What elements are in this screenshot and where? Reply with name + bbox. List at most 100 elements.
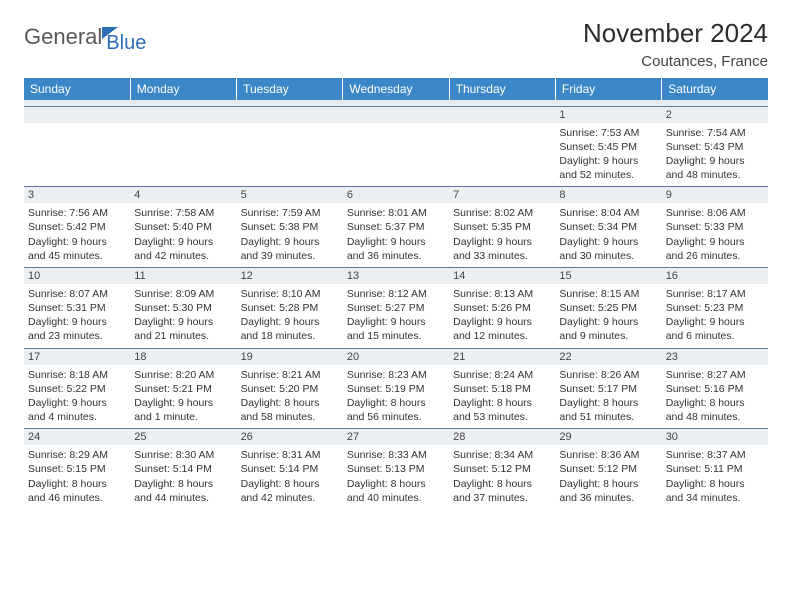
sunset-text: Sunset: 5:31 PM (28, 301, 126, 315)
logo: General Blue (24, 18, 146, 55)
sunset-text: Sunset: 5:22 PM (28, 382, 126, 396)
daylight1-text: Daylight: 9 hours (134, 235, 232, 249)
calendar-body: 1Sunrise: 7:53 AMSunset: 5:45 PMDaylight… (24, 106, 768, 509)
day-number: 8 (555, 187, 661, 203)
day-cell: 30Sunrise: 8:37 AMSunset: 5:11 PMDayligh… (662, 429, 768, 509)
sunrise-text: Sunrise: 7:56 AM (28, 206, 126, 220)
sunrise-text: Sunrise: 8:26 AM (559, 368, 657, 382)
sunrise-text: Sunrise: 8:36 AM (559, 448, 657, 462)
sunrise-text: Sunrise: 8:31 AM (241, 448, 339, 462)
day-details: Sunrise: 8:23 AMSunset: 5:19 PMDaylight:… (347, 368, 445, 425)
sunrise-text: Sunrise: 8:27 AM (666, 368, 764, 382)
sunset-text: Sunset: 5:14 PM (134, 462, 232, 476)
sunset-text: Sunset: 5:16 PM (666, 382, 764, 396)
day-cell: 29Sunrise: 8:36 AMSunset: 5:12 PMDayligh… (555, 429, 661, 509)
daylight2-text: and 30 minutes. (559, 249, 657, 263)
day-cell (24, 106, 130, 187)
daylight2-text: and 51 minutes. (559, 410, 657, 424)
title-block: November 2024 Coutances, France (583, 18, 768, 70)
daylight1-text: Daylight: 9 hours (241, 235, 339, 249)
daylight1-text: Daylight: 8 hours (453, 477, 551, 491)
col-friday: Friday (555, 78, 661, 100)
sunset-text: Sunset: 5:21 PM (134, 382, 232, 396)
day-details: Sunrise: 8:15 AMSunset: 5:25 PMDaylight:… (559, 287, 657, 344)
sunset-text: Sunset: 5:18 PM (453, 382, 551, 396)
daylight2-text: and 56 minutes. (347, 410, 445, 424)
sunset-text: Sunset: 5:38 PM (241, 220, 339, 234)
sunrise-text: Sunrise: 8:10 AM (241, 287, 339, 301)
day-number: 27 (343, 429, 449, 445)
daylight2-text: and 1 minute. (134, 410, 232, 424)
sunrise-text: Sunrise: 8:30 AM (134, 448, 232, 462)
day-cell: 4 Sunrise: 7:58 AMSunset: 5:40 PMDaylight… (130, 187, 236, 268)
daylight1-text: Daylight: 8 hours (453, 396, 551, 410)
day-number: 29 (555, 429, 661, 445)
day-cell: 22Sunrise: 8:26 AMSunset: 5:17 PMDayligh… (555, 348, 661, 429)
calendar-table: Sunday Monday Tuesday Wednesday Thursday… (24, 78, 768, 509)
daylight1-text: Daylight: 8 hours (347, 477, 445, 491)
day-cell: 15Sunrise: 8:15 AMSunset: 5:25 PMDayligh… (555, 267, 661, 348)
day-number: 5 (237, 187, 343, 203)
daylight1-text: Daylight: 9 hours (559, 235, 657, 249)
sunrise-text: Sunrise: 8:07 AM (28, 287, 126, 301)
daylight2-text: and 45 minutes. (28, 249, 126, 263)
daylight1-text: Daylight: 9 hours (134, 315, 232, 329)
day-details: Sunrise: 8:07 AMSunset: 5:31 PMDaylight:… (28, 287, 126, 344)
day-cell: 7Sunrise: 8:02 AMSunset: 5:35 PMDaylight… (449, 187, 555, 268)
day-number (130, 107, 236, 123)
sunrise-text: Sunrise: 8:24 AM (453, 368, 551, 382)
day-number (343, 107, 449, 123)
daylight2-text: and 33 minutes. (453, 249, 551, 263)
daylight1-text: Daylight: 9 hours (559, 154, 657, 168)
daylight1-text: Daylight: 8 hours (241, 396, 339, 410)
sunset-text: Sunset: 5:35 PM (453, 220, 551, 234)
day-cell: 27Sunrise: 8:33 AMSunset: 5:13 PMDayligh… (343, 429, 449, 509)
day-number (24, 107, 130, 123)
sunset-text: Sunset: 5:17 PM (559, 382, 657, 396)
sunset-text: Sunset: 5:20 PM (241, 382, 339, 396)
sunrise-text: Sunrise: 8:21 AM (241, 368, 339, 382)
daylight2-text: and 46 minutes. (28, 491, 126, 505)
daylight1-text: Daylight: 9 hours (666, 235, 764, 249)
day-cell: 24Sunrise: 8:29 AMSunset: 5:15 PMDayligh… (24, 429, 130, 509)
day-number: 11 (130, 268, 236, 284)
day-number: 4 (130, 187, 236, 203)
day-cell (237, 106, 343, 187)
daylight1-text: Daylight: 8 hours (666, 477, 764, 491)
sunrise-text: Sunrise: 7:58 AM (134, 206, 232, 220)
sunrise-text: Sunrise: 8:04 AM (559, 206, 657, 220)
location-label: Coutances, France (583, 53, 768, 70)
day-cell: 19 Sunrise: 8:21 AMSunset: 5:20 PMDayligh… (237, 348, 343, 429)
sunset-text: Sunset: 5:15 PM (28, 462, 126, 476)
sunrise-text: Sunrise: 8:12 AM (347, 287, 445, 301)
day-cell (130, 106, 236, 187)
day-number: 17 (24, 349, 130, 365)
sunrise-text: Sunrise: 8:02 AM (453, 206, 551, 220)
day-cell: 2Sunrise: 7:54 AMSunset: 5:43 PMDaylight… (662, 106, 768, 187)
col-monday: Monday (130, 78, 236, 100)
sunrise-text: Sunrise: 8:37 AM (666, 448, 764, 462)
day-details: Sunrise: 8:18 AMSunset: 5:22 PMDaylight:… (28, 368, 126, 425)
day-number: 19 (237, 349, 343, 365)
sunrise-text: Sunrise: 8:23 AM (347, 368, 445, 382)
daylight1-text: Daylight: 9 hours (241, 315, 339, 329)
daylight2-text: and 4 minutes. (28, 410, 126, 424)
daylight2-text: and 42 minutes. (134, 249, 232, 263)
sunset-text: Sunset: 5:27 PM (347, 301, 445, 315)
sunrise-text: Sunrise: 8:09 AM (134, 287, 232, 301)
daylight1-text: Daylight: 8 hours (666, 396, 764, 410)
week-row: 10Sunrise: 8:07 AMSunset: 5:31 PMDayligh… (24, 267, 768, 348)
day-cell: 20Sunrise: 8:23 AMSunset: 5:19 PMDayligh… (343, 348, 449, 429)
sunset-text: Sunset: 5:33 PM (666, 220, 764, 234)
daylight2-text: and 21 minutes. (134, 329, 232, 343)
sunset-text: Sunset: 5:43 PM (666, 140, 764, 154)
day-number: 1 (555, 107, 661, 123)
day-details: Sunrise: 8:01 AMSunset: 5:37 PMDaylight:… (347, 206, 445, 263)
sunset-text: Sunset: 5:37 PM (347, 220, 445, 234)
sunset-text: Sunset: 5:11 PM (666, 462, 764, 476)
daylight2-text: and 9 minutes. (559, 329, 657, 343)
day-details: Sunrise: 8:04 AMSunset: 5:34 PMDaylight:… (559, 206, 657, 263)
day-details: Sunrise: 7:58 AMSunset: 5:40 PMDaylight:… (134, 206, 232, 263)
col-thursday: Thursday (449, 78, 555, 100)
day-cell: 6Sunrise: 8:01 AMSunset: 5:37 PMDaylight… (343, 187, 449, 268)
